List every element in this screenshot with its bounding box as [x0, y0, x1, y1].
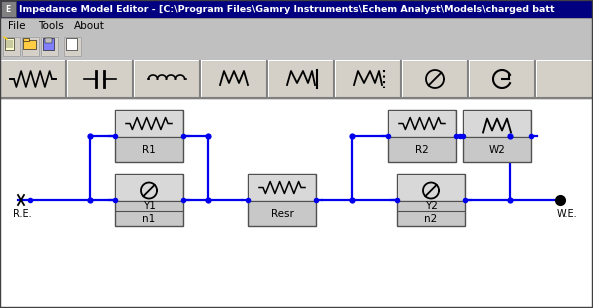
Bar [41, 37, 58, 56]
Text: E: E [5, 5, 11, 14]
Text: R1: R1 [142, 144, 156, 155]
Bar [0, 60, 66, 98]
Text: Y2: Y2 [425, 201, 438, 211]
Text: File: File [8, 21, 25, 31]
Bar [397, 174, 465, 226]
Bar [402, 60, 468, 98]
Bar [398, 175, 464, 200]
Bar [248, 174, 316, 226]
Bar [5, 38, 14, 50]
Text: W.E.: W.E. [557, 209, 578, 219]
Text: Tools: Tools [38, 21, 64, 31]
Bar [0, 0, 593, 18]
Text: Y1: Y1 [142, 201, 155, 211]
Text: R.E.: R.E. [12, 209, 31, 219]
Bar [268, 60, 334, 98]
Bar [67, 60, 133, 98]
Text: About: About [74, 21, 105, 31]
Bar [134, 60, 200, 98]
Text: n1: n1 [142, 214, 155, 224]
Bar [23, 40, 36, 49]
Text: n2: n2 [425, 214, 438, 224]
Bar [64, 37, 81, 56]
Bar [3, 37, 20, 56]
Text: R2: R2 [415, 144, 429, 155]
Bar [66, 38, 77, 50]
Bar [249, 175, 315, 200]
Bar [464, 111, 530, 136]
Bar [0, 34, 593, 60]
Bar [0, 18, 593, 34]
Bar [41, 37, 58, 56]
Bar [469, 60, 535, 98]
Bar [64, 37, 81, 56]
Bar [201, 60, 267, 98]
Bar [536, 60, 593, 98]
Bar [1, 1, 16, 17]
Bar [3, 37, 20, 56]
Bar [116, 175, 182, 200]
Text: Impedance Model Editor - [C:\Program Files\Gamry Instruments\Echem Analyst\Model: Impedance Model Editor - [C:\Program Fil… [19, 5, 554, 14]
Bar [116, 111, 182, 136]
Bar [43, 38, 54, 50]
Text: W2: W2 [489, 144, 505, 155]
Bar [0, 60, 593, 98]
Bar [463, 110, 531, 162]
Bar [22, 37, 39, 56]
Bar [335, 60, 401, 98]
Bar [0, 98, 593, 308]
Bar [388, 110, 456, 162]
Bar [389, 111, 455, 136]
Bar [45, 38, 52, 43]
Bar [115, 174, 183, 226]
Bar [115, 110, 183, 162]
Bar [23, 38, 29, 41]
Text: Resr: Resr [270, 209, 294, 218]
Bar [22, 37, 39, 56]
